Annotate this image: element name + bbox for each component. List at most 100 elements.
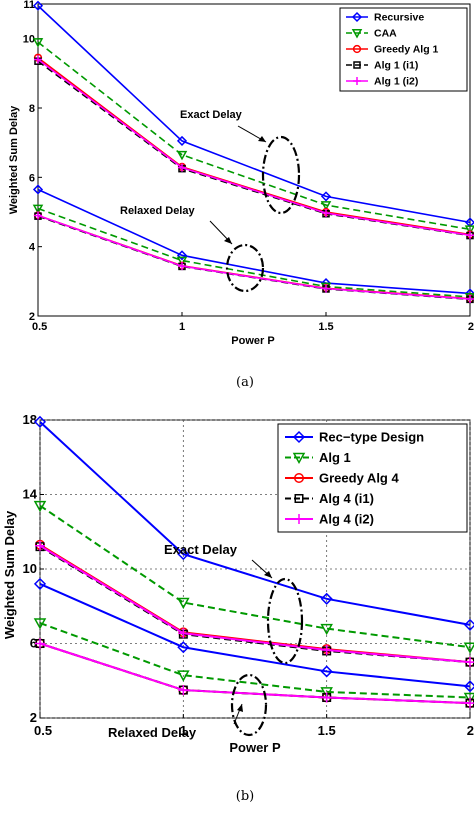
exact-delay-label-a: Exact Delay: [180, 109, 243, 121]
data-point-recursive-exact-2: [320, 191, 332, 202]
y-tick-label-2: 2: [29, 311, 35, 323]
legend-marker-caa: [351, 29, 363, 39]
data-point-rec-type-design-relaxed-2: [320, 665, 333, 678]
series-line-greedy-alg-1-exact: [37, 57, 471, 236]
exact-delay-label-b: Exact Delay: [164, 542, 238, 557]
data-point-alg-1-i2-exact-1: [178, 163, 186, 172]
data-point-alg-1-exact-2: [320, 623, 333, 636]
x-ticks-b: 0.5 1 1.5 2: [34, 714, 474, 738]
x-tick-label-1: 1: [180, 723, 187, 738]
exact-delay-arrowhead-a: [258, 136, 266, 142]
data-point-alg-4-i2-exact-2: [321, 645, 332, 656]
legend-label-recursive: Recursive: [374, 12, 424, 24]
x-tick-label-1-5: 1.5: [318, 723, 336, 738]
relaxed-delay-ellipse-a: [225, 243, 265, 293]
legend-label-alg-1-i2: Alg 1 (i2): [374, 76, 418, 88]
x-axis-label-b: Power P: [229, 740, 281, 755]
legend-label-greedy-alg-4: Greedy Alg 4: [319, 471, 399, 486]
y-tick-label-8: 8: [29, 103, 35, 115]
chart-b: 2 6 10 14 18 0.5 1 1.5 2 Exact Delay Relaxed De…: [2, 412, 474, 804]
data-point-alg-1-i2-relaxed-3: [466, 295, 474, 304]
series-line-caa-exact: [37, 41, 471, 231]
data-point-alg-4-i2-exact-0: [35, 540, 45, 551]
y-tick-label-10: 10: [23, 34, 35, 46]
data-point-alg-4-i2-relaxed-3: [465, 698, 474, 709]
y-tick-label-2: 2: [30, 710, 37, 725]
legend-label-alg-1-i1: Alg 1 (i1): [374, 60, 418, 72]
y-ticks-a: 2 4 6 8 10 11: [23, 0, 42, 323]
data-point-recursive-exact-1: [176, 135, 188, 146]
series-line-alg-1-relaxed: [39, 622, 471, 699]
data-point-recursive-relaxed-0: [32, 184, 44, 195]
legend-label-caa: CAA: [374, 28, 397, 40]
x-tick-label-2: 2: [467, 723, 474, 738]
data-point-alg-1-exact-3: [463, 642, 474, 654]
relaxed-delay-arrowhead-b: [237, 704, 243, 712]
data-point-alg-1-exact-0: [33, 500, 47, 513]
series-line-alg-4-i2-relaxed: [39, 642, 471, 705]
relaxed-delay-arrowhead-a: [224, 237, 232, 244]
series-line-alg-1-i2-relaxed: [37, 214, 471, 300]
data-point-alg-1-i2-relaxed-2: [322, 284, 330, 293]
data-point-alg-1-i2-relaxed-0: [34, 211, 42, 220]
data-point-rec-type-design-relaxed-0: [33, 577, 47, 590]
legend-label-alg-1: Alg 1: [319, 450, 351, 465]
data-point-alg-4-i2-relaxed-2: [321, 692, 332, 703]
legend-marker-recursive: [351, 11, 363, 23]
data-point-caa-exact-2: [320, 201, 332, 211]
x-tick-label-2: 2: [468, 321, 474, 333]
relaxed-delay-ellipse-b: [230, 673, 268, 737]
data-point-alg-4-i2-relaxed-1: [178, 685, 189, 696]
series-line-rec-type-design-exact: [39, 421, 471, 626]
legend-marker-rec-type-design: [292, 430, 306, 444]
series-line-alg-1-exact: [39, 504, 471, 649]
data-point-caa-relaxed-1: [176, 256, 188, 267]
y-tick-label-10: 10: [23, 561, 37, 576]
x-tick-label-0-5: 0.5: [32, 321, 47, 333]
data-point-alg-1-relaxed-3: [463, 692, 474, 705]
data-point-caa-exact-3: [464, 225, 474, 235]
exact-delay-ellipse-a: [261, 135, 301, 215]
annotations-a: Exact Delay Relaxed Delay: [120, 109, 301, 293]
data-point-alg-1-relaxed-2: [320, 687, 333, 699]
data-point-rec-type-design-exact-1: [177, 548, 190, 561]
caption-b: (b): [236, 789, 254, 804]
exact-delay-arrowhead-b: [264, 571, 272, 578]
series-line-alg-1-i2-exact: [37, 58, 471, 237]
series-line-alg-1-i1-exact: [37, 60, 471, 237]
data-point-recursive-exact-0: [32, 0, 44, 11]
x-tick-label-0-5: 0.5: [34, 723, 52, 738]
data-point-caa-relaxed-0: [32, 204, 44, 215]
y-axis-label-a: Weighted Sum Delay: [8, 105, 20, 214]
legend-marker-alg-1-i2: [353, 77, 361, 85]
series-lines-a: [32, 0, 474, 304]
data-point-alg-1-i2-exact-2: [322, 209, 330, 218]
y-ticks-b: 2 6 10 14 18: [23, 412, 44, 725]
data-point-rec-type-design-exact-2: [320, 592, 333, 605]
series-line-recursive-relaxed: [37, 188, 471, 295]
data-point-alg-1-relaxed-0: [33, 618, 47, 630]
series-line-alg-4-i2-exact: [39, 544, 471, 664]
y-tick-label-4: 4: [29, 242, 36, 254]
caption-a: (a): [236, 375, 254, 390]
data-point-rec-type-design-relaxed-1: [177, 641, 190, 654]
data-point-rec-type-design-exact-3: [463, 618, 474, 631]
legend-marker-greedy-alg-1: [352, 44, 362, 54]
exact-delay-ellipse-b: [266, 577, 304, 665]
legend-label-alg-4-i2: Alg 4 (i2): [319, 512, 374, 527]
legend-marker-alg-1: [292, 452, 306, 465]
series-line-recursive-exact: [37, 5, 471, 224]
annotations-b: Exact Delay Relaxed Delay: [108, 542, 304, 740]
data-point-alg-1-i2-exact-3: [466, 231, 474, 240]
legend-label-alg-4-i1: Alg 4 (i1): [319, 491, 374, 506]
data-point-caa-exact-1: [176, 150, 188, 161]
data-point-recursive-relaxed-1: [176, 250, 188, 261]
x-tick-label-1: 1: [179, 321, 185, 333]
legend-marker-alg-1-i1: [353, 61, 361, 69]
series-line-rec-type-design-relaxed: [39, 582, 471, 688]
series-line-caa-relaxed: [37, 207, 471, 298]
relaxed-delay-label-b: Relaxed Delay: [108, 725, 197, 740]
data-point-alg-4-i2-exact-1: [178, 628, 189, 639]
data-point-rec-type-design-relaxed-3: [463, 680, 474, 693]
